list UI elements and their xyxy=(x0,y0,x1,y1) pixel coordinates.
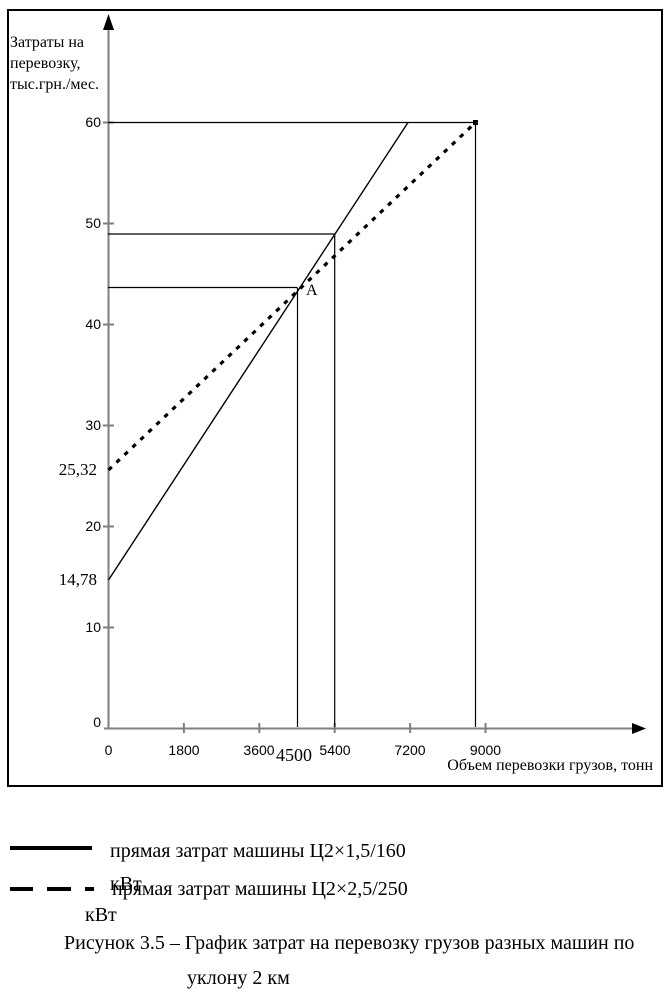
figure-caption-line1: Рисунок 3.5 – График затрат на перевозку… xyxy=(64,932,635,954)
chart-frame xyxy=(7,9,663,787)
dashed-intercept-label: 25,32 xyxy=(58,460,97,479)
y-axis-title: Затраты на перевозку, тыс.грн./мес. xyxy=(10,32,120,95)
y-tick-label-30: 30 xyxy=(85,417,101,433)
legend-item-2-label-wrap: кВт xyxy=(85,904,117,926)
y-tick-label-60: 60 xyxy=(85,114,101,130)
intersection-point-label: A xyxy=(306,282,318,299)
legend-item-1-label-wrap: кВт xyxy=(110,873,142,895)
legend-dash-3 xyxy=(85,887,94,891)
y-tick-label-40: 40 xyxy=(85,316,101,332)
legend-dash-2 xyxy=(47,887,71,891)
x-tick-label-1800: 1800 xyxy=(168,742,200,758)
y-axis-title-line1: Затраты на xyxy=(10,34,84,51)
figure-caption-line2: уклону 2 км xyxy=(187,967,290,989)
legend-dash-1 xyxy=(10,887,33,891)
y-tick-label-20: 20 xyxy=(85,518,101,534)
y-axis-title-line2: перевозку, xyxy=(10,55,81,72)
y-tick-label-10: 10 xyxy=(85,619,101,635)
x-tick-label-0: 0 xyxy=(104,742,113,758)
y-axis-title-line3: тыс.грн./мес. xyxy=(10,76,100,93)
x-tick-label-7200: 7200 xyxy=(394,742,426,758)
x-tick-label-5400: 5400 xyxy=(319,742,351,758)
legend-item-1-label: прямая затрат машины Ц2×1,5/160 xyxy=(110,840,406,862)
y-tick-label-0: 0 xyxy=(93,714,101,730)
legend-item-2-label: прямая затрат машины Ц2×2,5/250 xyxy=(112,878,408,900)
legend-solid-line-swatch xyxy=(10,846,92,850)
x-tick-label-3600: 3600 xyxy=(243,742,275,758)
y-tick-label-50: 50 xyxy=(85,215,101,231)
solid-intercept-label: 14,78 xyxy=(58,570,97,589)
x-axis-title: Объем перевозки грузов, тонн xyxy=(447,757,653,774)
x-tick-label-9000: 9000 xyxy=(469,742,502,758)
x-label-4500: 4500 xyxy=(276,745,312,765)
